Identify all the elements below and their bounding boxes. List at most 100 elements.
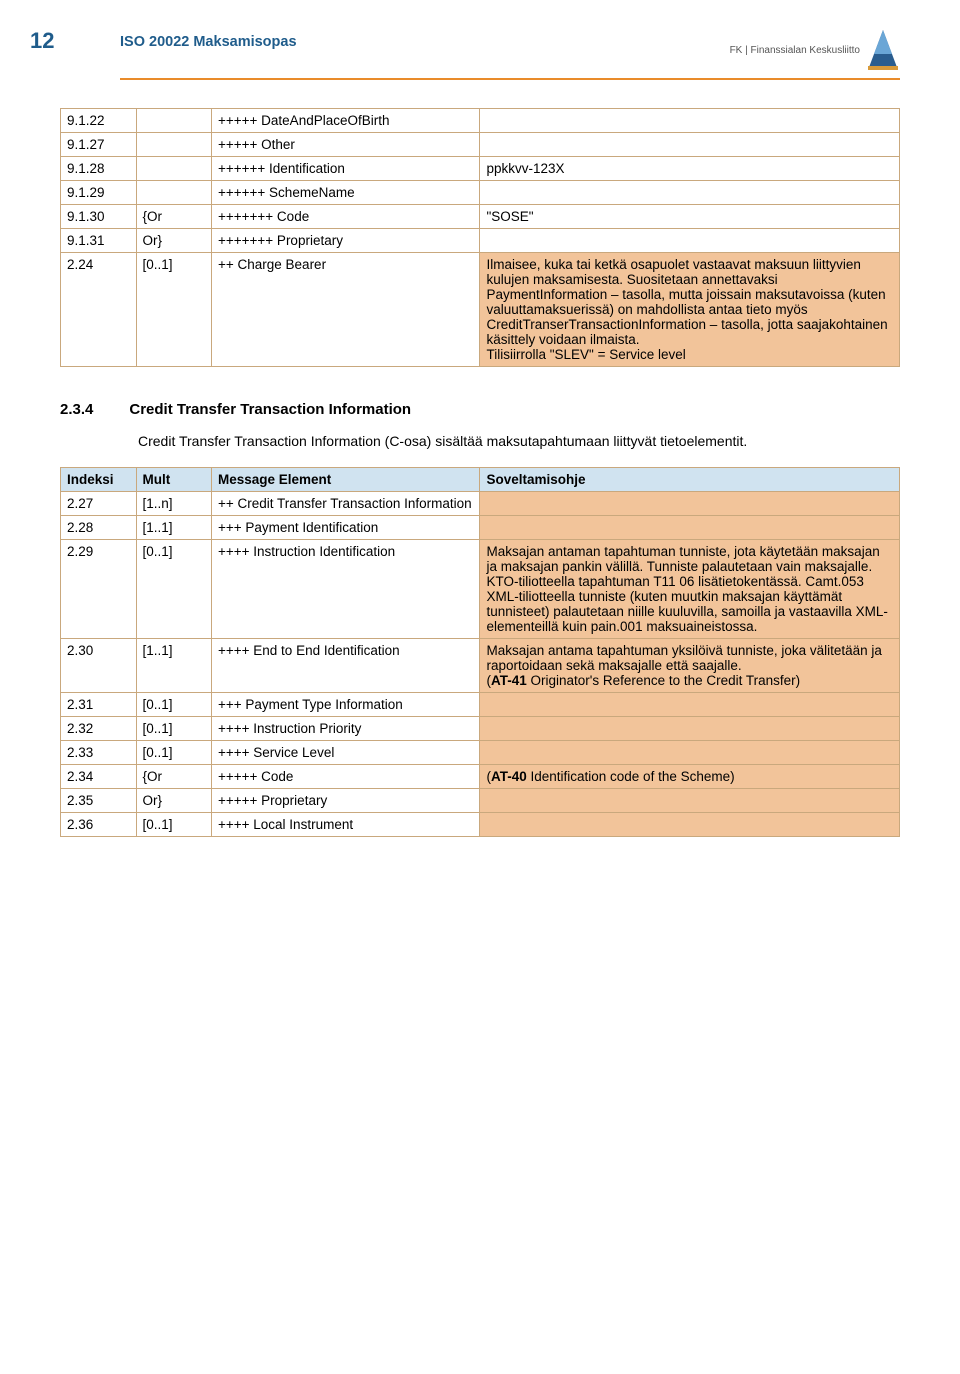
- cell-mult: [0..1]: [136, 740, 212, 764]
- table-1: 9.1.22 +++++ DateAndPlaceOfBirth 9.1.27 +++…: [60, 108, 900, 367]
- cell-idx: 2.34: [61, 764, 137, 788]
- triangle-logo-icon: [866, 28, 900, 72]
- cell-note: [480, 812, 900, 836]
- cell-msg: ++++ End to End Identification: [212, 638, 480, 692]
- cell-msg: +++++ Other: [212, 133, 480, 157]
- header: ISO 20022 Maksamisopas FK | Finanssialan…: [60, 28, 900, 72]
- cell-note: Maksajan antaman tapahtuman tunniste, jo…: [480, 539, 900, 638]
- table-row: 2.30[1..1]++++ End to End Identification…: [61, 638, 900, 692]
- cell-mult: [1..1]: [136, 638, 212, 692]
- cell-msg: ++++ Local Instrument: [212, 812, 480, 836]
- th-message-element: Message Element: [212, 467, 480, 491]
- cell-idx: 9.1.27: [61, 133, 137, 157]
- cell-msg: ++++++ Identification: [212, 157, 480, 181]
- cell-idx: 2.35: [61, 788, 137, 812]
- table-row: 9.1.30{Or+++++++ Code"SOSE": [61, 205, 900, 229]
- th-soveltamisohje: Soveltamisohje: [480, 467, 900, 491]
- cell-idx: 9.1.31: [61, 229, 137, 253]
- table-row: 9.1.29 ++++++ SchemeName: [61, 181, 900, 205]
- cell-msg: +++++++ Code: [212, 205, 480, 229]
- table-row: 9.1.28++++++ Identificationppkkvv-123X: [61, 157, 900, 181]
- cell-idx: 9.1.30: [61, 205, 137, 229]
- cell-idx: 2.24: [61, 253, 137, 367]
- cell-note: [480, 181, 900, 205]
- cell-mult: [136, 109, 212, 133]
- cell-note: "SOSE": [480, 205, 900, 229]
- divider: [120, 78, 900, 80]
- cell-idx: 9.1.22: [61, 109, 137, 133]
- cell-msg: ++++ Service Level: [212, 740, 480, 764]
- cell-msg: ++++++ SchemeName: [212, 181, 480, 205]
- section-paragraph: Credit Transfer Transaction Information …: [138, 432, 900, 451]
- table-row: 2.35Or}+++++ Proprietary: [61, 788, 900, 812]
- cell-msg: +++++ Code: [212, 764, 480, 788]
- cell-msg: +++ Payment Type Information: [212, 692, 480, 716]
- th-indeksi: Indeksi: [61, 467, 137, 491]
- cell-idx: 2.30: [61, 638, 137, 692]
- cell-msg: ++++ Instruction Priority: [212, 716, 480, 740]
- cell-mult: [0..1]: [136, 812, 212, 836]
- cell-mult: [136, 133, 212, 157]
- section-title: Credit Transfer Transaction Information: [129, 401, 411, 418]
- table-row: 2.33[0..1]++++ Service Level: [61, 740, 900, 764]
- cell-mult: [0..1]: [136, 539, 212, 638]
- cell-mult: {Or: [136, 205, 212, 229]
- table-row: 9.1.27 +++++ Other: [61, 133, 900, 157]
- cell-note: [480, 109, 900, 133]
- cell-idx: 2.33: [61, 740, 137, 764]
- cell-note: [480, 491, 900, 515]
- table-row: 2.36[0..1]++++ Local Instrument: [61, 812, 900, 836]
- th-mult: Mult: [136, 467, 212, 491]
- cell-mult: [0..1]: [136, 253, 212, 367]
- logo: FK | Finanssialan Keskusliitto: [730, 28, 900, 72]
- cell-msg: +++++ DateAndPlaceOfBirth: [212, 109, 480, 133]
- cell-note: [480, 692, 900, 716]
- cell-mult: [1..1]: [136, 515, 212, 539]
- cell-msg: ++ Charge Bearer: [212, 253, 480, 367]
- table-row: 2.31[0..1]+++ Payment Type Information: [61, 692, 900, 716]
- cell-mult: {Or: [136, 764, 212, 788]
- cell-msg: ++++ Instruction Identification: [212, 539, 480, 638]
- table-row: 2.27[1..n]++ Credit Transfer Transaction…: [61, 491, 900, 515]
- table-row: 2.28[1..1]+++ Payment Identification: [61, 515, 900, 539]
- cell-idx: 2.29: [61, 539, 137, 638]
- cell-note: [480, 229, 900, 253]
- cell-mult: [136, 181, 212, 205]
- table-row: 9.1.31Or}+++++++ Proprietary: [61, 229, 900, 253]
- table-row: 2.32[0..1]++++ Instruction Priority: [61, 716, 900, 740]
- cell-msg: ++ Credit Transfer Transaction Informati…: [212, 491, 480, 515]
- logo-label: FK | Finanssialan Keskusliitto: [730, 45, 860, 56]
- cell-mult: Or}: [136, 229, 212, 253]
- cell-idx: 2.28: [61, 515, 137, 539]
- cell-idx: 2.27: [61, 491, 137, 515]
- cell-note: Ilmaisee, kuka tai ketkä osapuolet vasta…: [480, 253, 900, 367]
- table-row: 2.34{Or+++++ Code(AT-40 Identification c…: [61, 764, 900, 788]
- cell-idx: 2.36: [61, 812, 137, 836]
- cell-note: [480, 716, 900, 740]
- section-number: 2.3.4: [60, 401, 93, 418]
- cell-idx: 9.1.29: [61, 181, 137, 205]
- cell-mult: [0..1]: [136, 692, 212, 716]
- table-row: 2.29[0..1]++++ Instruction Identificatio…: [61, 539, 900, 638]
- cell-msg: +++ Payment Identification: [212, 515, 480, 539]
- cell-mult: [1..n]: [136, 491, 212, 515]
- cell-mult: Or}: [136, 788, 212, 812]
- cell-note: Maksajan antama tapahtuman yksilöivä tun…: [480, 638, 900, 692]
- cell-mult: [136, 157, 212, 181]
- page-number: 12: [30, 28, 54, 54]
- section-heading: 2.3.4 Credit Transfer Transaction Informa…: [60, 401, 900, 418]
- table-row: 9.1.22 +++++ DateAndPlaceOfBirth: [61, 109, 900, 133]
- cell-note: [480, 788, 900, 812]
- cell-note: ppkkvv-123X: [480, 157, 900, 181]
- cell-note: [480, 133, 900, 157]
- doc-title: ISO 20022 Maksamisopas: [120, 34, 297, 50]
- table-row: 2.24[0..1]++ Charge BearerIlmaisee, kuka…: [61, 253, 900, 367]
- cell-idx: 2.32: [61, 716, 137, 740]
- table-2: Indeksi Mult Message Element Soveltamiso…: [60, 467, 900, 837]
- cell-mult: [0..1]: [136, 716, 212, 740]
- cell-note: [480, 740, 900, 764]
- cell-idx: 2.31: [61, 692, 137, 716]
- cell-note: (AT-40 Identification code of the Scheme…: [480, 764, 900, 788]
- page: 12 ISO 20022 Maksamisopas FK | Finanssia…: [0, 0, 960, 897]
- cell-note: [480, 515, 900, 539]
